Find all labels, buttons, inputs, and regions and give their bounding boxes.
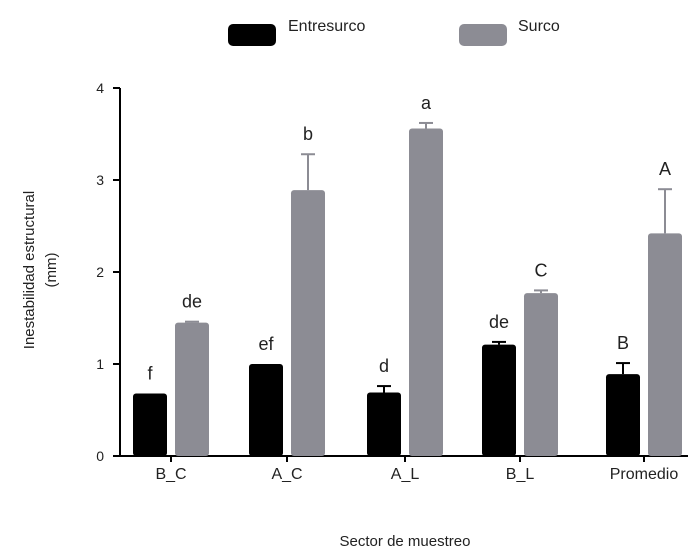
y-tick-label: 2 <box>96 264 104 280</box>
bar-surco <box>524 293 558 456</box>
legend: Entresurco Surco <box>228 18 560 46</box>
significance-label: de <box>489 312 509 332</box>
legend-label-surco: Surco <box>518 18 560 35</box>
x-tick-labels: B_C A_C A_L B_L Promedio <box>155 456 678 483</box>
significance-label: a <box>421 93 432 113</box>
y-tick-label: 1 <box>96 356 104 372</box>
x-tick-label: A_L <box>391 466 420 483</box>
bar-entresurco <box>606 374 640 456</box>
x-tick-label: A_C <box>271 466 302 483</box>
significance-label: B <box>617 333 629 353</box>
y-tick-label: 3 <box>96 172 104 188</box>
legend-swatch-surco <box>459 24 507 46</box>
bar-entresurco <box>249 364 283 456</box>
legend-label-entresurco: Entresurco <box>288 18 365 35</box>
x-tick-label: B_L <box>506 466 535 483</box>
bar-surco <box>291 190 325 456</box>
x-tick-label: Promedio <box>610 466 679 483</box>
significance-label: f <box>147 363 153 383</box>
y-ticks: 0 1 2 3 4 <box>96 80 120 464</box>
significance-label: ef <box>258 334 274 354</box>
significance-label: de <box>182 292 202 312</box>
bars: f ef d de Bde b a C A <box>133 93 682 457</box>
significance-label: A <box>659 159 671 179</box>
significance-label: d <box>379 356 389 376</box>
bar-surco <box>175 322 209 456</box>
bar-surco <box>648 233 682 456</box>
y-tick-label: 0 <box>96 448 104 464</box>
x-tick-label: B_C <box>155 466 186 483</box>
significance-label: C <box>535 260 548 280</box>
y-axis-title-line2: (mm) <box>43 253 60 288</box>
y-axis-title: Inestabilidad estructural (mm) <box>21 191 60 349</box>
bar-entresurco <box>367 392 401 456</box>
x-axis-title: Sector de muestreo <box>340 533 471 550</box>
legend-swatch-entresurco <box>228 24 276 46</box>
bar-entresurco <box>482 344 516 456</box>
y-tick-label: 4 <box>96 80 104 96</box>
y-axis-title-line1: Inestabilidad estructural <box>21 191 38 349</box>
significance-label: b <box>303 124 313 144</box>
bar-surco <box>409 128 443 457</box>
bar-entresurco <box>133 393 167 456</box>
